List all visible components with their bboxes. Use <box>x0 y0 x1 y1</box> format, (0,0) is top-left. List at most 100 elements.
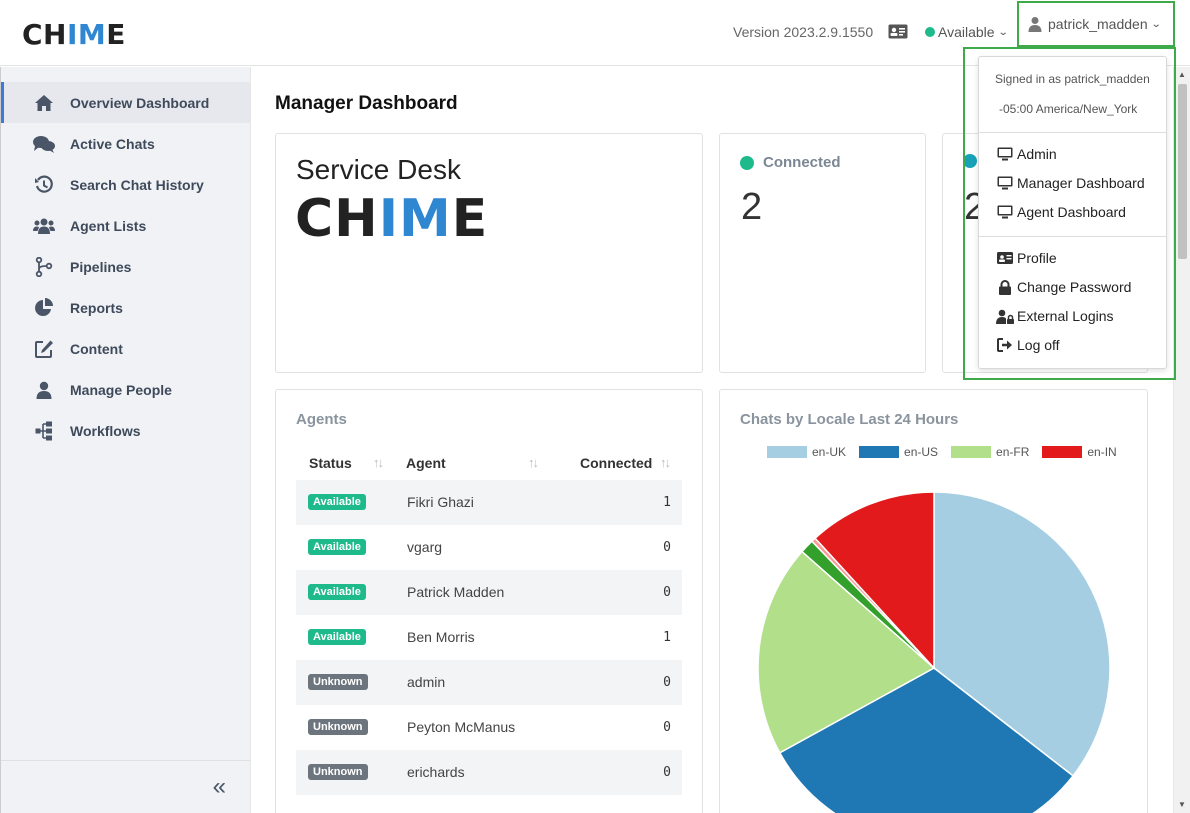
agents-table: Status ↑↓ Agent ↑↓ Connected ↑↓ Availabl… <box>296 440 682 795</box>
connected-stat-card: Connected 2 <box>719 133 926 373</box>
sort-icon[interactable]: ↑↓ <box>528 455 539 470</box>
column-header-agent[interactable]: Agent <box>406 455 446 471</box>
chart-legend: en-UK en-US en-FR en-IN <box>767 445 1130 459</box>
connected-count: 0 <box>663 540 671 555</box>
status-dot <box>740 155 754 170</box>
connected-count: 1 <box>663 630 671 645</box>
service-desk-logo: CHIME <box>295 189 489 249</box>
page-scrollbar[interactable]: ▲ ▼ <box>1173 67 1190 813</box>
sidebar-item-workflows[interactable]: Workflows <box>1 410 250 451</box>
menu-item-log-off[interactable]: Log off <box>996 337 1060 353</box>
edit-icon <box>33 339 55 359</box>
signed-in-label: Signed in as patrick_madden <box>995 72 1150 86</box>
menu-item-admin[interactable]: Admin <box>996 146 1057 162</box>
lock-icon <box>996 279 1014 295</box>
sitemap-icon <box>33 421 55 441</box>
service-desk-card: Service Desk CHIME <box>275 133 703 373</box>
legend-item[interactable]: en-US <box>859 445 938 459</box>
code-branch-icon <box>33 256 55 277</box>
top-bar: CHIME Version 2023.2.9.1550 Available ⌄ … <box>0 0 1190 66</box>
user-dropdown-menu: Signed in as patrick_madden -05:00 Ameri… <box>978 56 1167 369</box>
agent-name: Patrick Madden <box>407 584 505 600</box>
menu-item-change-password[interactable]: Change Password <box>996 279 1131 295</box>
chevron-down-icon: ⌄ <box>997 26 1009 38</box>
legend-swatch <box>767 446 807 458</box>
availability-dropdown[interactable]: Available ⌄ <box>925 24 1009 40</box>
sidebar-item-search-chat-history[interactable]: Search Chat History <box>1 164 250 205</box>
timezone-label: -05:00 America/New_York <box>999 102 1138 116</box>
menu-divider <box>979 132 1166 133</box>
menu-item-external-logins[interactable]: External Logins <box>996 308 1114 324</box>
user-lock-icon <box>996 309 1014 324</box>
sort-icon[interactable]: ↑↓ <box>373 455 384 470</box>
dropdown-highlight <box>963 47 1176 380</box>
agents-card: Agents Status ↑↓ Agent ↑↓ Connected ↑↓ A… <box>275 389 703 813</box>
sidebar-item-content[interactable]: Content <box>1 328 250 369</box>
stat-heading <box>963 154 986 168</box>
sidebar-item-pipelines[interactable]: Pipelines <box>1 246 250 287</box>
table-row[interactable]: Unknown Peyton McManus 0 <box>296 705 682 750</box>
legend-swatch <box>1042 446 1083 458</box>
id-card-icon[interactable] <box>888 24 908 39</box>
sidebar-item-label: Manage People <box>70 381 172 398</box>
table-row[interactable]: Available Patrick Madden 0 <box>296 570 682 615</box>
status-dot <box>925 27 935 37</box>
table-row[interactable]: Available Ben Morris 1 <box>296 615 682 660</box>
sidebar-item-active-chats[interactable]: Active Chats <box>1 123 250 164</box>
sidebar-item-agent-lists[interactable]: Agent Lists <box>1 205 250 246</box>
version-label: Version 2023.2.9.1550 <box>733 24 874 40</box>
status-badge: Unknown <box>308 674 368 690</box>
stat-label: Connected <box>763 154 841 171</box>
pie-slice-en-IN[interactable] <box>814 491 935 670</box>
table-row[interactable]: Available vgarg 0 <box>296 525 682 570</box>
scroll-down-icon[interactable]: ▼ <box>1178 800 1186 809</box>
user-menu-toggle[interactable]: patrick_madden ⌄ <box>1017 1 1175 47</box>
scroll-up-icon[interactable]: ▲ <box>1178 70 1186 79</box>
sidebar-item-manage-people[interactable]: Manage People <box>1 369 250 410</box>
table-row[interactable]: Unknown erichards 0 <box>296 750 682 795</box>
column-header-connected[interactable]: Connected <box>580 455 653 471</box>
stat-heading: Connected <box>740 154 841 171</box>
monitor-icon <box>996 147 1014 162</box>
collapse-sidebar-icon[interactable]: « <box>212 773 226 800</box>
home-icon <box>33 93 55 113</box>
sidebar-item-label: Active Chats <box>70 135 155 152</box>
pie-slice-en-UK[interactable] <box>933 491 1111 777</box>
legend-swatch <box>951 446 992 458</box>
sign-out-icon <box>996 338 1014 353</box>
chevron-down-icon: ⌄ <box>1150 18 1162 30</box>
sidebar-footer: « <box>1 760 250 813</box>
legend-label: en-UK <box>812 445 847 459</box>
table-row[interactable]: Available Fikri Ghazi 1 <box>296 480 682 525</box>
pie-slice-en-FR[interactable] <box>757 550 936 754</box>
scroll-thumb[interactable] <box>1178 84 1187 259</box>
agent-name: Ben Morris <box>407 629 475 645</box>
pie-slice-en-US[interactable] <box>778 667 1075 813</box>
legend-item[interactable]: en-FR <box>951 445 1029 459</box>
legend-item[interactable]: en-UK <box>767 445 846 459</box>
chart-title: Chats by Locale Last 24 Hours <box>740 411 959 428</box>
users-icon <box>33 216 55 236</box>
legend-item[interactable]: en-IN <box>1042 445 1117 459</box>
user-icon <box>1028 17 1042 32</box>
sidebar-item-label: Reports <box>70 299 123 316</box>
table-row[interactable]: Unknown admin 0 <box>296 660 682 705</box>
column-header-status[interactable]: Status <box>309 455 352 471</box>
table-header: Status ↑↓ Agent ↑↓ Connected ↑↓ <box>296 440 682 480</box>
menu-item-profile[interactable]: Profile <box>996 250 1057 266</box>
id-card-icon <box>996 251 1014 266</box>
chime-logo[interactable]: CHIME <box>22 18 126 51</box>
sidebar-item-reports[interactable]: Reports <box>1 287 250 328</box>
locale-pie-chart <box>757 491 1111 813</box>
chat-bubbles-icon <box>33 134 55 154</box>
sort-icon[interactable]: ↑↓ <box>660 455 671 470</box>
monitor-icon <box>996 205 1014 220</box>
sidebar-item-label: Pipelines <box>70 258 132 275</box>
monitor-icon <box>996 176 1014 191</box>
menu-item-manager-dashboard[interactable]: Manager Dashboard <box>996 175 1145 191</box>
pie-chart-icon <box>33 297 55 318</box>
legend-label: en-US <box>904 445 939 459</box>
sidebar-item-overview-dashboard[interactable]: Overview Dashboard <box>1 82 250 123</box>
connected-count: 0 <box>663 765 671 780</box>
menu-item-agent-dashboard[interactable]: Agent Dashboard <box>996 204 1126 220</box>
